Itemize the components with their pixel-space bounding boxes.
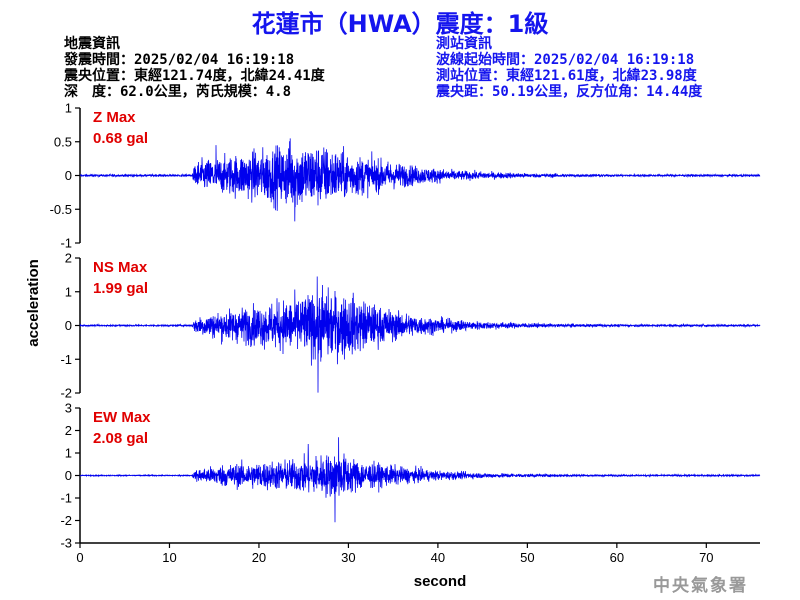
epicentral-distance: 震央距：50.19公里，反方位角：14.44度 [436, 84, 703, 100]
z-y-tick-label: 1 [65, 101, 72, 116]
ns-max-label: NS Max [93, 259, 148, 276]
ns-y-tick-label: 0 [65, 318, 72, 333]
wave-start-time: 波線起始時間：2025/02/04 16:19:18 [436, 52, 695, 68]
station-info-heading: 測站資訊 [436, 36, 492, 52]
ns-y-tick-label: 2 [65, 251, 72, 266]
page-title: 花蓮市（HWA）震度：1級 [251, 10, 549, 38]
ew-y-tick-label: 3 [65, 401, 72, 416]
station-location: 測站位置：東經121.61度，北緯23.98度 [436, 68, 697, 84]
ns-y-tick-label: -2 [60, 386, 72, 401]
z-max-label: Z Max [93, 109, 136, 126]
ew-y-tick-label: 1 [65, 446, 72, 461]
ew-y-tick-label: 2 [65, 423, 72, 438]
ns-y-tick-label: 1 [65, 284, 72, 299]
ew-y-tick-label: -3 [60, 536, 72, 551]
x-tick-label: 20 [252, 550, 266, 565]
depth-magnitude: 深 度：62.0公里，芮氏規模：4.8 [64, 84, 292, 100]
z-waveform-trace [79, 138, 761, 222]
x-tick-label: 70 [699, 550, 713, 565]
ns-max-value: 1.99 gal [93, 280, 148, 297]
ns-y-tick-label: -1 [60, 352, 72, 367]
z-y-tick-label: -0.5 [50, 202, 72, 217]
earthquake-info-panel: 地震資訊 發震時間：2025/02/04 16:19:18 震央位置：東經121… [64, 36, 325, 100]
x-tick-label: 40 [431, 550, 445, 565]
station-info-panel: 測站資訊 波線起始時間：2025/02/04 16:19:18 測站位置：東經1… [436, 36, 702, 100]
z-y-tick-label: 0.5 [54, 134, 72, 149]
origin-time: 發震時間：2025/02/04 16:19:18 [64, 52, 295, 68]
z-y-tick-label: -1 [60, 236, 72, 251]
x-tick-label: 50 [520, 550, 534, 565]
ew-y-tick-label: -1 [60, 491, 72, 506]
ew-waveform-trace [79, 437, 761, 523]
cwa-watermark: 中央氣象署 [653, 576, 748, 596]
x-tick-label: 0 [76, 550, 83, 565]
z-y-tick-label: 0 [65, 168, 72, 183]
x-axis-title: second [414, 573, 467, 590]
ew-max-value: 2.08 gal [93, 430, 148, 447]
y-axis-title: acceleration [25, 259, 42, 347]
x-tick-label: 60 [610, 550, 624, 565]
ns-waveform-trace [79, 276, 761, 393]
quake-info-heading: 地震資訊 [64, 36, 120, 52]
epicenter-location: 震央位置：東經121.74度，北緯24.41度 [64, 68, 325, 84]
ew-y-tick-label: -2 [60, 513, 72, 528]
x-tick-label: 30 [341, 550, 355, 565]
ew-y-tick-label: 0 [65, 468, 72, 483]
ew-max-label: EW Max [93, 409, 151, 426]
z-max-value: 0.68 gal [93, 130, 148, 147]
x-tick-label: 10 [162, 550, 176, 565]
